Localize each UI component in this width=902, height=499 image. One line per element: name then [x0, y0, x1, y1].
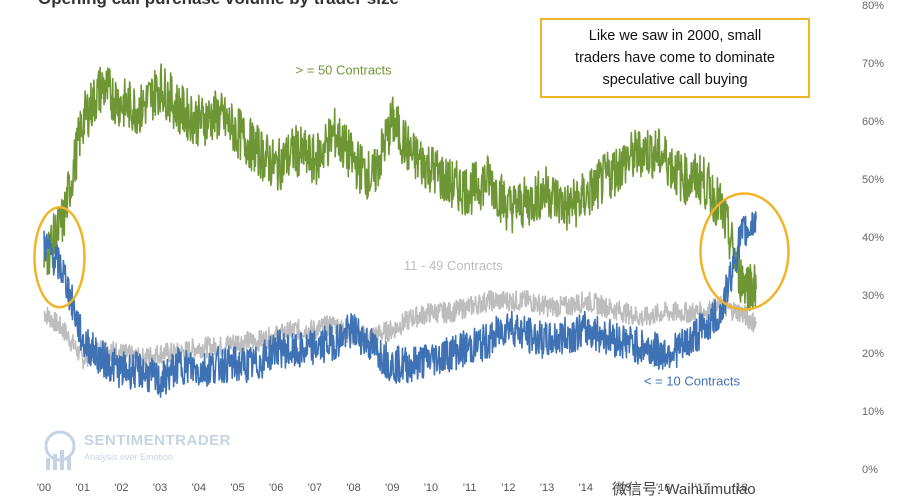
x-tick-label: '17 — [695, 482, 709, 494]
y-tick-label: 40% — [862, 232, 884, 244]
x-tick-label: '14 — [579, 482, 593, 494]
y-tick-label: 60% — [862, 116, 884, 128]
series-line-mid — [43, 289, 757, 370]
y-tick-label: 80% — [862, 0, 884, 12]
x-tick-label: '05 — [230, 482, 244, 494]
sentimentrader-watermark: SENTIMENTRADER Analysis over Emotion — [40, 428, 231, 472]
x-tick-label: '15 — [617, 482, 631, 494]
x-tick-label: '00 — [37, 482, 51, 494]
series-label-small: < = 10 Contracts — [644, 373, 741, 388]
y-tick-label: 30% — [862, 290, 884, 302]
x-tick-label: '07 — [308, 482, 322, 494]
annotation-box: Like we saw in 2000, small traders have … — [540, 18, 810, 98]
annotation-text: Like we saw in 2000, small traders have … — [575, 28, 775, 88]
y-tick-label: 70% — [862, 58, 884, 70]
y-tick-label: 50% — [862, 174, 884, 186]
y-tick-label: 20% — [862, 348, 884, 360]
series-label-mid: 11 - 49 Contracts — [404, 258, 503, 273]
x-tick-label: '18 — [733, 482, 747, 494]
y-tick-label: 10% — [862, 406, 884, 418]
x-tick-label: '10 — [424, 482, 438, 494]
wechat-caption: 微信号: Waihuimutiao — [612, 481, 756, 498]
x-tick-label: '03 — [153, 482, 167, 494]
series-line-large — [43, 63, 757, 312]
x-tick-label: '16 — [656, 482, 670, 494]
x-tick-label: '08 — [346, 482, 360, 494]
x-tick-label: '01 — [76, 482, 90, 494]
chart-title: Opening call purchase volume by trader s… — [38, 0, 399, 9]
series-line-small — [43, 211, 757, 398]
highlight-ellipse-current — [699, 192, 790, 311]
x-tick-label: '04 — [192, 482, 206, 494]
watermark-name: SENTIMENTRADER — [84, 432, 232, 449]
x-tick-label: '06 — [269, 482, 283, 494]
watermark-logo-icon — [44, 430, 76, 470]
x-tick-label: '12 — [501, 482, 515, 494]
series-label-large: > = 50 Contracts — [296, 63, 393, 78]
watermark-tagline: Analysis over Emotion — [84, 452, 174, 462]
x-tick-label: '13 — [540, 482, 554, 494]
x-tick-label: '09 — [385, 482, 399, 494]
y-tick-label: 0% — [862, 464, 878, 476]
highlight-ellipse-2000 — [33, 206, 86, 309]
x-tick-label: '02 — [114, 482, 128, 494]
x-tick-label: '11 — [463, 482, 477, 494]
